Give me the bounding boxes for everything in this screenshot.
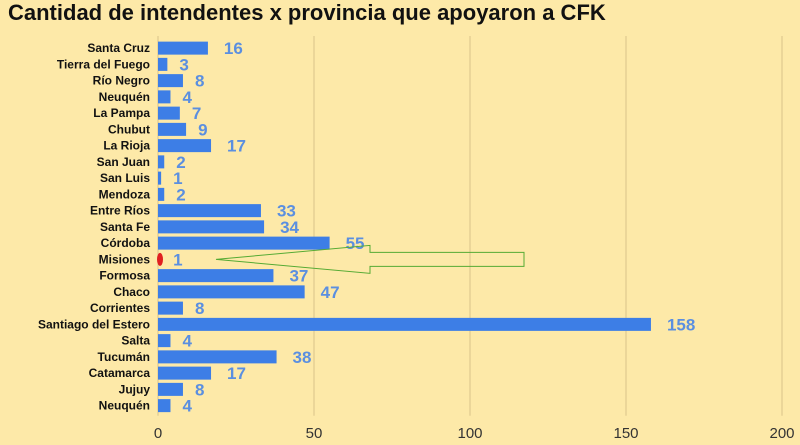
category-label: Mendoza [99, 187, 151, 201]
category-labels: Santa Cruz Tierra del Fuego Río Negro Neuqu… [38, 41, 150, 413]
bar [158, 122, 187, 136]
annotation [215, 244, 525, 274]
bar [158, 366, 212, 380]
bar [158, 187, 165, 201]
value-label: 3 [179, 55, 188, 74]
category-label: Chubut [108, 122, 150, 136]
category-label: Formosa [99, 269, 150, 283]
value-label: 47 [321, 283, 340, 302]
category-label: Jujuy [119, 382, 151, 396]
value-label: 38 [293, 348, 312, 367]
bar [158, 269, 274, 283]
value-label: 4 [182, 88, 192, 107]
category-label: Santiago del Estero [38, 317, 150, 331]
value-label: 4 [182, 397, 192, 416]
category-label: Santa Cruz [87, 41, 150, 55]
value-label: 158 [667, 315, 695, 334]
category-label: Salta [121, 334, 150, 348]
bar [158, 236, 330, 250]
category-label: Córdoba [101, 236, 151, 250]
category-label: Catamarca [89, 366, 151, 380]
category-label: Corrientes [90, 301, 150, 315]
value-label: 1 [173, 250, 182, 269]
category-label: Entre Ríos [90, 204, 150, 218]
value-label: 55 [346, 234, 365, 253]
category-label: La Rioja [103, 139, 150, 153]
bar [158, 334, 171, 348]
value-label: 8 [195, 72, 204, 91]
value-label: 37 [289, 267, 308, 286]
bar [158, 285, 305, 299]
bar [158, 350, 277, 364]
bar [158, 155, 165, 169]
value-label: 2 [176, 185, 185, 204]
value-label: 34 [280, 218, 299, 237]
category-label: Neuquén [99, 90, 150, 104]
value-label: 17 [227, 137, 246, 156]
category-label: Río Negro [93, 74, 150, 88]
value-label: 2 [176, 153, 185, 172]
category-label: San Luis [100, 171, 150, 185]
x-tick-label: 100 [457, 425, 482, 442]
bar-highlighted [157, 252, 163, 266]
x-tick-label: 0 [154, 425, 162, 442]
category-label: San Juan [97, 155, 150, 169]
value-label: 16 [224, 39, 243, 58]
bar [158, 106, 180, 120]
x-tick-label: 200 [769, 425, 794, 442]
bar [158, 90, 171, 104]
bar [158, 317, 651, 331]
category-label: Chaco [113, 285, 150, 299]
bar [158, 57, 168, 71]
category-label: Tierra del Fuego [57, 57, 150, 71]
value-label: 7 [192, 104, 201, 123]
value-label: 8 [195, 299, 204, 318]
category-label: Misiones [99, 252, 151, 266]
x-tick-label: 150 [613, 425, 638, 442]
bars [157, 41, 651, 413]
bar [158, 301, 183, 315]
category-label: La Pampa [93, 106, 150, 120]
x-axis-ticks: 0 50 100 150 200 [154, 425, 795, 442]
bar [158, 204, 261, 218]
category-label: Santa Fe [100, 220, 150, 234]
value-label: 9 [198, 120, 207, 139]
value-label: 17 [227, 364, 246, 383]
annotation-arrow [215, 244, 525, 274]
value-label: 4 [182, 332, 192, 351]
bar [158, 220, 265, 234]
value-label: 33 [277, 202, 296, 221]
x-tick-label: 50 [306, 425, 323, 442]
bar [158, 382, 183, 396]
value-label: 1 [173, 169, 182, 188]
category-label: Neuquén [99, 399, 150, 413]
bar [158, 139, 212, 153]
category-label: Tucumán [98, 350, 150, 364]
bar [158, 171, 162, 185]
value-label: 8 [195, 380, 204, 399]
bar [158, 399, 171, 413]
chart-title: Cantidad de intendentes x provincia que … [8, 0, 606, 25]
bar [158, 41, 208, 55]
bar [158, 74, 183, 88]
